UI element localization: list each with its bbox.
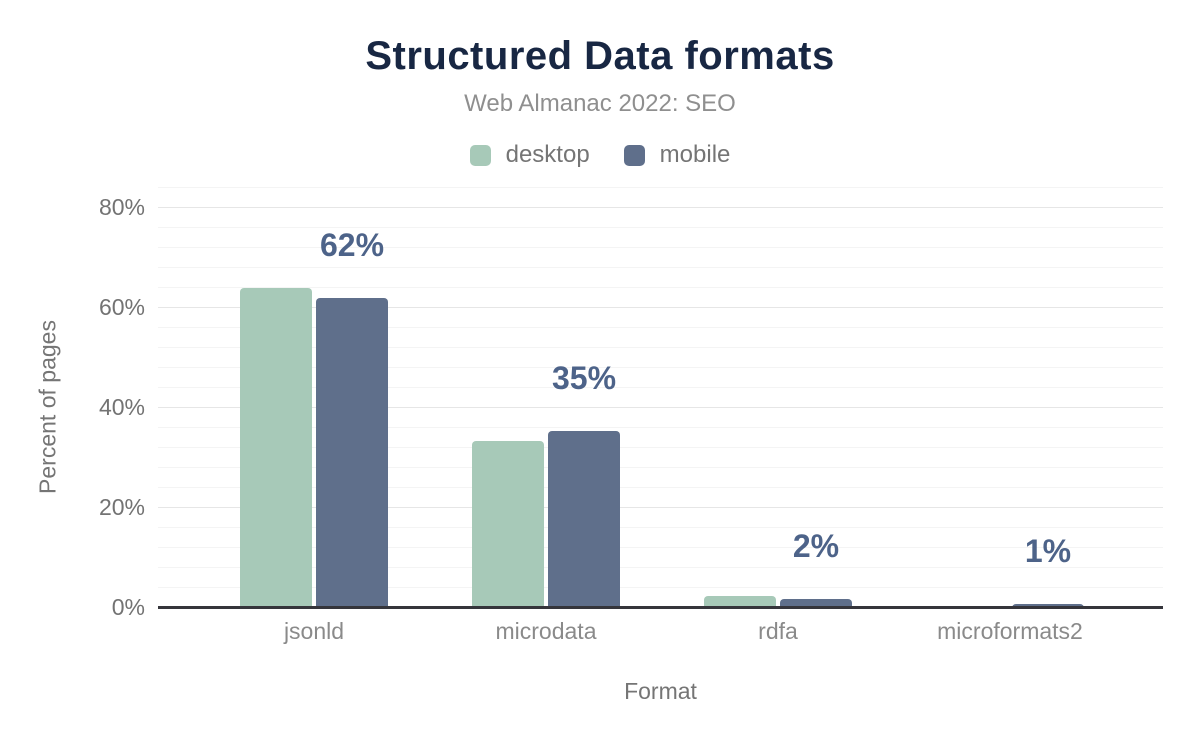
- bar-mobile-microdata[interactable]: [548, 431, 620, 608]
- major-gridline: [158, 207, 1163, 208]
- x-tick-jsonld: jsonld: [283, 618, 345, 644]
- plot-area: 62% 35% 2% 1%: [158, 187, 1163, 609]
- bar-mobile-jsonld[interactable]: [316, 298, 388, 608]
- minor-gridline: [158, 487, 1163, 488]
- minor-gridline: [158, 587, 1163, 588]
- legend-label-desktop: desktop: [505, 141, 590, 168]
- minor-gridline: [158, 547, 1163, 548]
- data-label-jsonld: 62%: [319, 227, 385, 263]
- chart-title: Structured Data formats: [365, 34, 835, 78]
- x-tick-microformats2: microformats2: [937, 618, 1083, 644]
- x-tick-rdfa: rdfa: [758, 618, 798, 644]
- legend-label-mobile: mobile: [659, 141, 731, 168]
- y-tick-0: 0%: [111, 594, 145, 620]
- minor-gridline: [158, 447, 1163, 448]
- x-axis-title: Format: [624, 678, 697, 704]
- minor-gridline: [158, 327, 1163, 328]
- minor-gridline: [158, 227, 1163, 228]
- x-axis-line: [158, 606, 1163, 609]
- bar-desktop-jsonld[interactable]: [240, 288, 312, 608]
- minor-gridline: [158, 287, 1163, 288]
- data-label-microdata: 35%: [551, 360, 617, 396]
- mobile-swatch-icon: [623, 144, 645, 166]
- minor-gridline: [158, 387, 1163, 388]
- data-label-microformats2: 1%: [1024, 533, 1072, 569]
- major-gridline: [158, 507, 1163, 508]
- legend: desktop mobile: [0, 141, 1200, 169]
- legend-item-desktop[interactable]: desktop: [469, 141, 590, 169]
- minor-gridline: [158, 187, 1163, 188]
- minor-gridline: [158, 467, 1163, 468]
- data-label-rdfa: 2%: [792, 528, 840, 564]
- minor-gridline: [158, 367, 1163, 368]
- y-tick-60: 60%: [98, 294, 145, 320]
- minor-gridline: [158, 247, 1163, 248]
- major-gridline: [158, 407, 1163, 408]
- major-gridline: [158, 307, 1163, 308]
- chart-subtitle: Web Almanac 2022: SEO: [464, 90, 736, 117]
- desktop-swatch-icon: [469, 144, 491, 166]
- minor-gridline: [158, 267, 1163, 268]
- minor-gridline: [158, 427, 1163, 428]
- minor-gridline: [158, 347, 1163, 348]
- legend-item-mobile[interactable]: mobile: [623, 141, 731, 169]
- bar-mobile-rdfa[interactable]: [780, 599, 852, 608]
- bar-desktop-microdata[interactable]: [472, 441, 544, 608]
- x-tick-microdata: microdata: [495, 618, 597, 644]
- y-tick-20: 20%: [98, 494, 145, 520]
- bar-desktop-rdfa[interactable]: [704, 596, 776, 608]
- minor-gridline: [158, 527, 1163, 528]
- minor-gridline: [158, 567, 1163, 568]
- y-tick-40: 40%: [98, 394, 145, 420]
- y-tick-80: 80%: [98, 194, 145, 220]
